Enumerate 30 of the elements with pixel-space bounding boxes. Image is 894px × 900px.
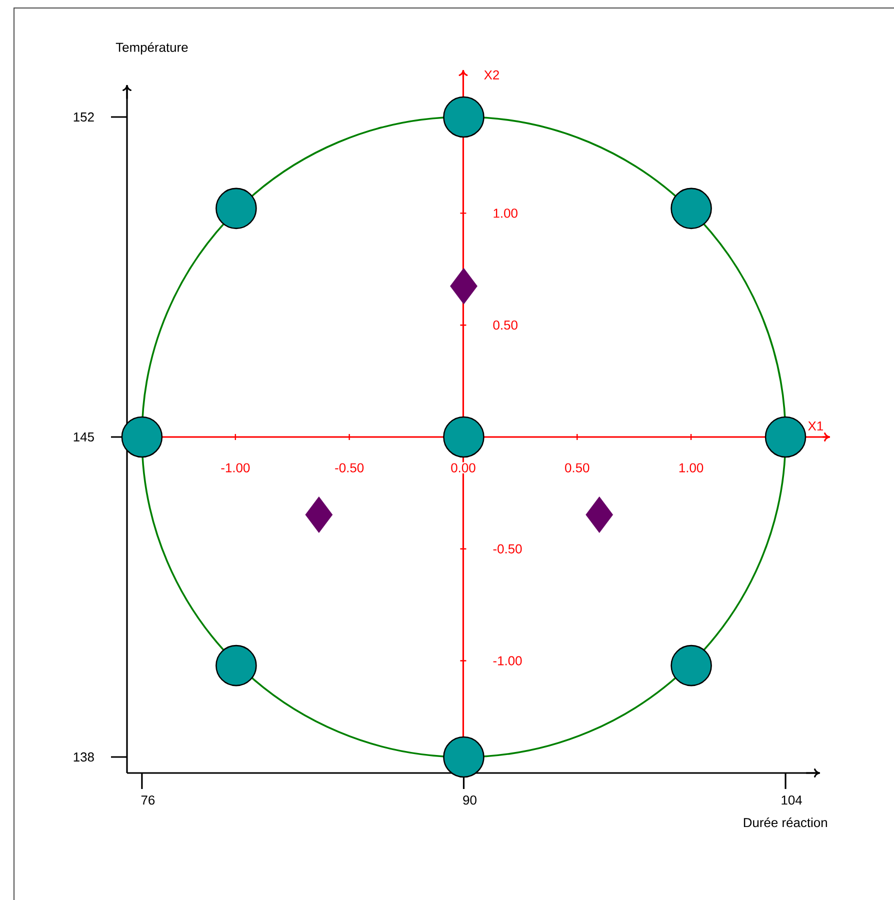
- x2-tick-label: 0.50: [565, 463, 590, 472]
- x2-tick-label: 0.00: [451, 463, 476, 472]
- x-tick-label: 76: [141, 796, 155, 805]
- point: [670, 188, 712, 230]
- point: [764, 416, 806, 458]
- x-tick-label: 104: [782, 796, 802, 805]
- y2-axis-title: X2: [484, 70, 499, 80]
- point: [443, 96, 484, 138]
- y-tick-label: 138: [74, 752, 94, 762]
- y-tick-label: 145: [74, 432, 94, 442]
- point: [305, 496, 333, 533]
- y2-tick-label: 1.00: [494, 208, 518, 218]
- x2-tick-label: -0.50: [335, 463, 364, 472]
- x2-tick-label: -1.00: [221, 463, 250, 472]
- point: [586, 496, 614, 533]
- x2-axis-title: X1: [808, 422, 823, 430]
- y-axis-title: Température: [116, 42, 188, 54]
- x-tick-label: 90: [463, 796, 476, 805]
- point: [216, 188, 257, 230]
- point: [121, 416, 163, 458]
- y2-tick-label: -1.00: [493, 656, 522, 666]
- point: [216, 644, 257, 686]
- y-tick-label: 152: [74, 112, 94, 122]
- y2-tick-label: -0.50: [493, 544, 522, 554]
- x-axis-title: Durée réaction: [744, 818, 827, 828]
- point: [670, 644, 712, 686]
- point: [443, 736, 484, 778]
- point: [450, 268, 478, 304]
- y2-tick-label: 0.50: [493, 320, 518, 330]
- x2-tick-label: 1.00: [679, 463, 704, 472]
